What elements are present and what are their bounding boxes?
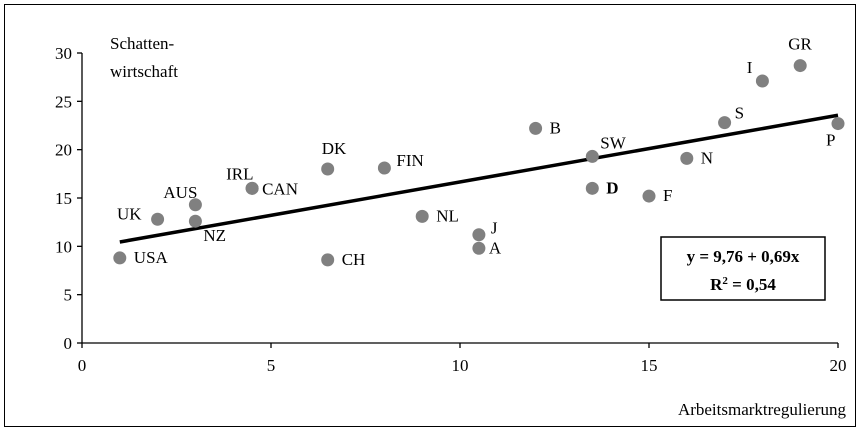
chart-frame <box>4 4 856 427</box>
data-point <box>680 151 694 165</box>
point-label: USA <box>134 248 169 267</box>
x-tick-label: 20 <box>830 356 847 375</box>
point-label: N <box>701 148 713 167</box>
data-point <box>472 241 486 255</box>
y-tick-label: 20 <box>55 141 72 160</box>
trend-line <box>119 113 839 244</box>
data-point <box>377 161 391 175</box>
y-tick-label: 10 <box>55 237 72 256</box>
r-squared-text: R2 = 0,54 <box>710 275 776 294</box>
x-axis-label: Arbeitsmarktregulierung <box>678 400 847 419</box>
x-tick-label: 15 <box>641 356 658 375</box>
point-label: J <box>491 219 498 238</box>
equation-text: y = 9,76 + 0,69x <box>687 247 800 266</box>
data-point <box>113 251 127 265</box>
equation-box: y = 9,76 + 0,69x R2 = 0,54 <box>660 236 826 301</box>
data-point <box>151 212 165 226</box>
point-label: S <box>735 104 744 123</box>
point-label: CH <box>342 250 366 269</box>
data-point <box>188 198 202 212</box>
data-point <box>793 59 807 73</box>
y-axis-label-line1: Schatten- <box>110 34 175 53</box>
data-point <box>188 214 202 228</box>
point-label: FIN <box>396 151 423 170</box>
point-label: UK <box>117 204 142 223</box>
data-point <box>321 162 335 176</box>
point-label: NZ <box>203 226 226 245</box>
y-tick-label: 5 <box>64 286 73 305</box>
point-label: I <box>747 58 753 77</box>
axes <box>77 52 839 348</box>
data-point <box>529 121 543 135</box>
y-axis-label-line2: wirtschaft <box>110 62 178 81</box>
y-tick-label: 25 <box>55 92 72 111</box>
point-label: CAN <box>262 179 298 198</box>
data-point <box>321 253 335 267</box>
y-tick-label: 0 <box>64 334 73 353</box>
point-label: NL <box>436 206 459 225</box>
x-tick-label: 0 <box>78 356 87 375</box>
data-point <box>755 74 769 88</box>
point-label: AUS <box>163 183 197 202</box>
data-points <box>113 59 845 267</box>
data-point <box>831 117 845 131</box>
point-label: F <box>663 186 672 205</box>
point-label: A <box>489 238 502 257</box>
point-label: SW <box>600 133 626 152</box>
y-tick-label: 30 <box>55 44 72 63</box>
y-tick-label: 15 <box>55 189 72 208</box>
point-label: B <box>550 118 561 137</box>
tick-labels: 0 5 10 15 20 25 30 0 5 10 15 20 <box>55 44 847 375</box>
point-label: DK <box>322 139 347 158</box>
data-point <box>415 209 429 223</box>
data-point <box>245 181 259 195</box>
point-labels: USA UK AUS NZ IRL CAN DK CH FIN NL JA B SW D F N S I GR P <box>117 35 835 269</box>
data-point <box>472 228 486 242</box>
point-label: D <box>606 178 618 197</box>
point-label: GR <box>788 35 812 54</box>
x-tick-label: 10 <box>452 356 469 375</box>
point-label: IRL <box>226 164 253 183</box>
data-point <box>585 181 599 195</box>
data-point <box>718 116 732 130</box>
data-point <box>642 189 656 203</box>
data-point <box>585 149 599 163</box>
point-label: P <box>826 131 835 150</box>
x-tick-label: 5 <box>267 356 276 375</box>
